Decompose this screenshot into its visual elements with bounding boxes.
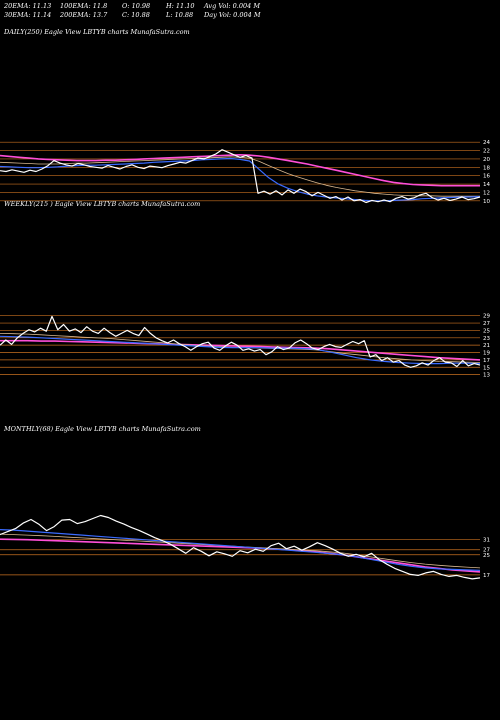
ema200-stat: 200EMA: 13.7: [60, 11, 108, 19]
weekly-panel-title: WEEKLY(215 ) Eagle View LBTYB charts Mun…: [4, 200, 201, 208]
weekly-tick-label: 19: [483, 351, 490, 357]
weekly-tick-label: 25: [483, 328, 490, 334]
weekly-tick-label: 21: [483, 343, 490, 349]
weekly-tick-label: 15: [483, 365, 490, 371]
monthly-ema-slow-line: [0, 538, 481, 573]
weekly-price-line: [0, 315, 481, 368]
daily-chart: 24 22 20 18 16 14 12 10: [0, 140, 490, 205]
daily-ema-slow-line: [0, 154, 480, 187]
daily-tick-label: 18: [483, 165, 490, 171]
ema100-stat: 100EMA: 11.8: [60, 2, 108, 10]
high-stat: H: 11.10: [166, 2, 195, 10]
monthly-tick-label: 31: [483, 538, 490, 544]
monthly-panel-title: MONTHLY(68) Eagle View LBTYB charts Muna…: [4, 425, 201, 433]
daily-ema-mid-line: [0, 156, 480, 197]
monthly-tick-label: 17: [483, 573, 490, 579]
avg-vol-stat: Avg Vol: 0.004 M: [204, 2, 261, 10]
daily-tick-label: 12: [483, 190, 490, 196]
ema20-stat: 20EMA: 11.13: [4, 2, 52, 10]
daily-tick-label: 24: [483, 140, 490, 146]
low-stat: L: 10.88: [166, 11, 194, 19]
daily-tick-label: 22: [483, 149, 490, 155]
weekly-tick-label: 29: [483, 314, 490, 320]
weekly-tick-label: 27: [483, 321, 490, 327]
daily-tick-label: 14: [483, 182, 490, 188]
monthly-price-line: [0, 514, 481, 580]
day-vol-stat: Day Vol: 0.004 M: [204, 11, 261, 19]
weekly-tick-label: 23: [483, 336, 490, 342]
daily-tick-label: 20: [483, 157, 490, 163]
monthly-tick-label: 25: [483, 553, 490, 559]
daily-price-line: [0, 149, 481, 204]
weekly-tick-label: 17: [483, 358, 490, 364]
daily-tick-label: 16: [483, 174, 490, 180]
daily-panel-title: DAILY(250) Eagle View LBTYB charts Munaf…: [4, 28, 190, 36]
monthly-tick-label: 27: [483, 548, 490, 554]
monthly-ema-fast-line: [0, 529, 481, 571]
daily-ema-fast-line: [0, 157, 481, 202]
open-stat: O: 10.98: [122, 2, 151, 10]
weekly-ema-slow-line: [0, 339, 481, 361]
ema30-stat: 30EMA: 11.14: [4, 11, 52, 19]
daily-tick-label: 10: [483, 199, 490, 205]
close-stat: C: 10.88: [122, 11, 150, 19]
weekly-tick-label: 13: [483, 373, 490, 379]
